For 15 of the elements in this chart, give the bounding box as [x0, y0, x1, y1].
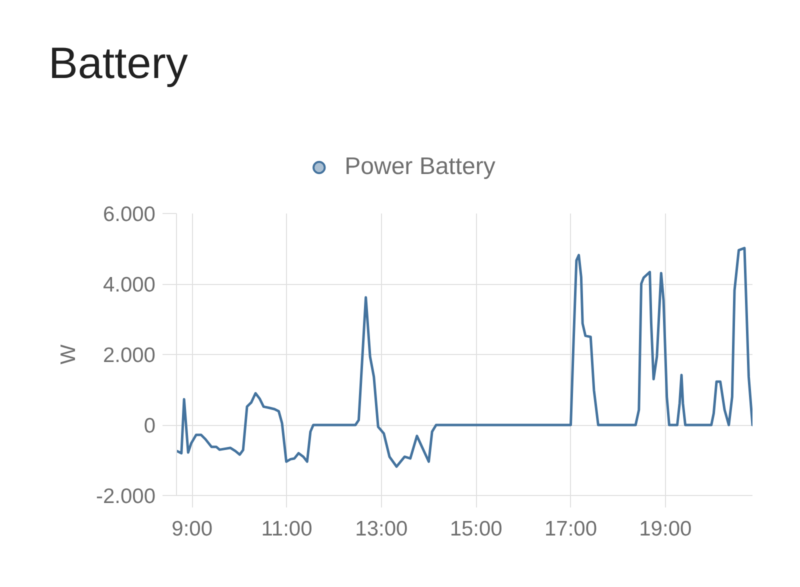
x-tick-label: 9:00 — [172, 518, 213, 540]
chart-title: Battery — [48, 39, 188, 88]
x-tick-label: 19:00 — [639, 518, 692, 540]
legend-label: Power Battery — [344, 153, 496, 181]
x-tick-label: 13:00 — [355, 518, 408, 540]
y-axis-title: W — [56, 344, 80, 364]
y-tick-label: 0 — [144, 414, 156, 438]
y-tick-label: 2.000 — [102, 344, 156, 367]
line-series — [176, 246, 752, 468]
y-tick-label: 6.000 — [102, 203, 156, 226]
x-tick-label: 17:00 — [544, 518, 598, 540]
x-tick-label: 15:00 — [450, 518, 502, 540]
x-tick-label: 11:00 — [261, 518, 312, 540]
y-tick-label: -2.000 — [96, 485, 156, 508]
y-tick-label: 4.000 — [102, 274, 156, 296]
